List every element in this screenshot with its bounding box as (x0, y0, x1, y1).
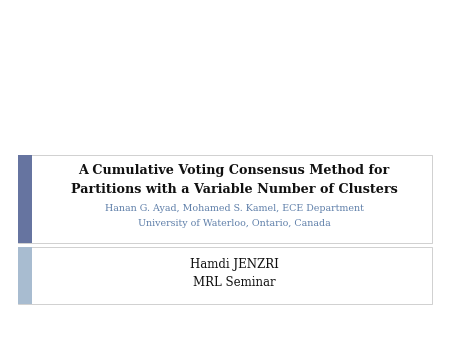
Text: Hamdi JENZRI: Hamdi JENZRI (189, 258, 279, 271)
FancyBboxPatch shape (18, 247, 32, 304)
Text: Hanan G. Ayad, Mohamed S. Kamel, ECE Department: Hanan G. Ayad, Mohamed S. Kamel, ECE Dep… (104, 204, 364, 214)
Text: University of Waterloo, Ontario, Canada: University of Waterloo, Ontario, Canada (138, 219, 330, 228)
Text: A Cumulative Voting Consensus Method for: A Cumulative Voting Consensus Method for (78, 164, 390, 177)
FancyBboxPatch shape (18, 247, 432, 304)
FancyBboxPatch shape (18, 155, 432, 243)
FancyBboxPatch shape (18, 155, 32, 243)
Text: MRL Seminar: MRL Seminar (193, 276, 275, 289)
Text: Partitions with a Variable Number of Clusters: Partitions with a Variable Number of Clu… (71, 183, 397, 195)
